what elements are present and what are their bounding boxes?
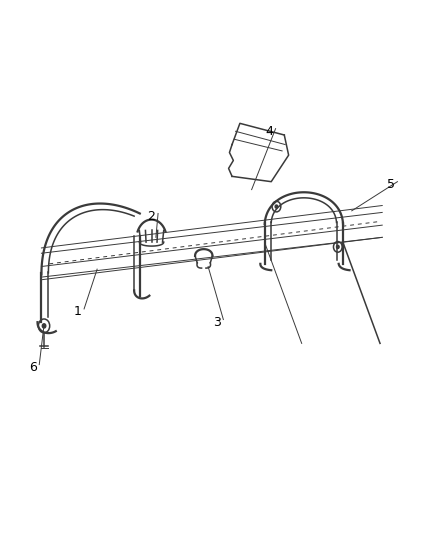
Circle shape: [42, 324, 46, 328]
Text: 1: 1: [74, 305, 81, 318]
Text: 2: 2: [148, 209, 155, 223]
Text: 5: 5: [387, 178, 395, 191]
Text: 3: 3: [213, 316, 221, 329]
Circle shape: [336, 245, 339, 248]
Text: 6: 6: [29, 361, 37, 374]
Circle shape: [275, 205, 278, 208]
Text: 4: 4: [265, 125, 273, 138]
